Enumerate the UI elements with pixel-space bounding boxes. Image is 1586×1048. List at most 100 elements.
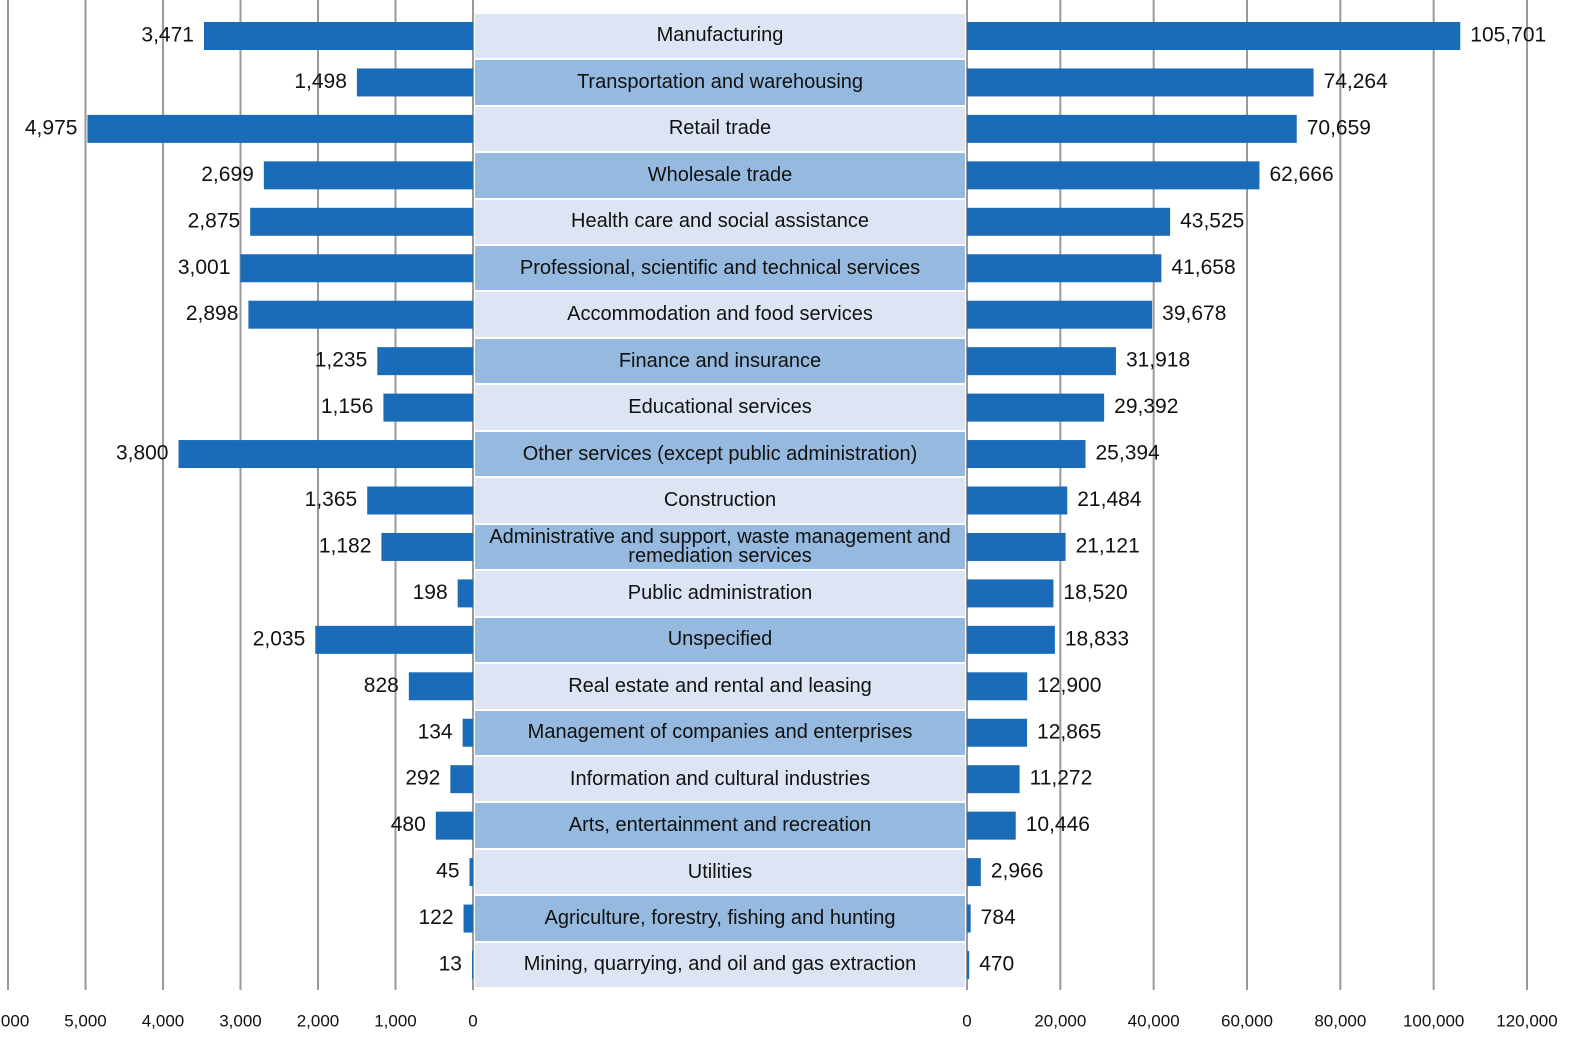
bar [462,718,473,747]
bar [263,161,473,190]
bar [248,300,473,329]
data-label: 21,121 [1076,534,1140,557]
data-label: 62,666 [1269,163,1333,186]
bar [967,254,1162,283]
bar [967,532,1066,561]
bar [967,347,1116,376]
data-label: 13 [439,953,462,976]
bar [457,579,473,608]
category-label: Utilities [475,849,965,895]
data-label: 10,446 [1026,813,1090,836]
x-tick-label: 60,000 [1221,1011,1273,1030]
data-label: 4,975 [25,116,78,139]
x-tick-label: 100,000 [1403,1011,1464,1030]
x-tick-label: 4,000 [142,1011,185,1030]
bar [967,672,1028,701]
x-tick-label: 1,000 [374,1011,417,1030]
bar [356,68,473,97]
category-label: Management of companies and enterprises [475,710,965,755]
bar [967,858,981,887]
bar [381,532,473,561]
data-label: 25,394 [1096,442,1161,465]
x-tick-label: 120,000 [1496,1011,1557,1030]
category-label: Professional, scientific and technical s… [475,246,965,291]
data-label: 74,264 [1324,70,1389,93]
category-label: Other services (except public administra… [475,431,965,477]
bar [967,161,1260,190]
bar [450,765,473,794]
category-label: Retail trade [475,106,965,152]
bar [967,765,1020,794]
data-label: 1,498 [294,70,347,93]
bar [377,347,473,376]
data-label: 12,865 [1037,720,1101,743]
category-label: Arts, entertainment and recreation [475,803,965,848]
bar [203,22,473,50]
bar [315,625,473,654]
data-label: 39,678 [1162,302,1226,325]
bar [967,951,970,979]
bar [383,393,473,422]
data-label: 45 [436,860,459,883]
bar [408,672,473,701]
category-label: Construction [475,478,965,523]
bar [967,300,1153,329]
bar [435,811,473,840]
bar [967,486,1068,515]
data-label: 2,966 [991,860,1044,883]
data-label: 31,918 [1126,349,1190,372]
x-tick-label: 0 [962,1011,971,1030]
data-label: 2,035 [253,627,306,650]
bar [967,579,1054,608]
data-label: 105,701 [1470,24,1546,47]
data-label: 3,800 [116,442,169,465]
data-label: 12,900 [1037,674,1101,697]
bar [967,114,1297,143]
data-label: 43,525 [1180,209,1244,232]
data-label: 828 [364,674,399,697]
bar [240,254,473,283]
bar [178,440,473,469]
data-label: 480 [391,813,426,836]
data-label: 292 [405,767,440,790]
category-label: Mining, quarrying, and oil and gas extra… [475,942,965,988]
bar [471,951,473,979]
category-label: Real estate and rental and leasing [475,664,965,709]
x-tick-label: 3,000 [219,1011,262,1030]
data-label: 784 [981,906,1016,929]
data-label: 122 [418,906,453,929]
category-label: Accommodation and food services [475,292,965,337]
data-label: 1,235 [315,349,368,372]
data-label: 470 [979,953,1014,976]
bar [967,718,1028,747]
data-label: 2,699 [201,163,254,186]
category-label: Administrative and support, waste manage… [475,524,965,570]
data-label: 198 [413,581,448,604]
data-label: 29,392 [1114,395,1178,418]
bar [967,440,1086,469]
bar [967,811,1016,840]
bar [250,207,473,236]
category-label: Health care and social assistance [475,199,965,244]
bar [967,904,971,933]
category-label: Transportation and warehousing [475,60,965,105]
data-label: 2,875 [188,209,241,232]
data-label: 21,484 [1077,488,1142,511]
category-label: Information and cultural industries [475,756,965,802]
data-label: 1,182 [319,534,372,557]
category-label: Public administration [475,571,965,616]
data-label: 3,471 [141,24,194,47]
bar [463,904,473,933]
bar [469,858,473,887]
bar [967,207,1171,236]
data-label: 2,898 [186,302,239,325]
data-label: 18,520 [1063,581,1127,604]
category-label: Agriculture, forestry, fishing and hunti… [475,896,965,941]
bar [967,68,1314,97]
data-label: 1,156 [321,395,374,418]
x-tick-label: 0 [468,1011,477,1030]
bar [967,393,1105,422]
category-label: Finance and insurance [475,338,965,384]
